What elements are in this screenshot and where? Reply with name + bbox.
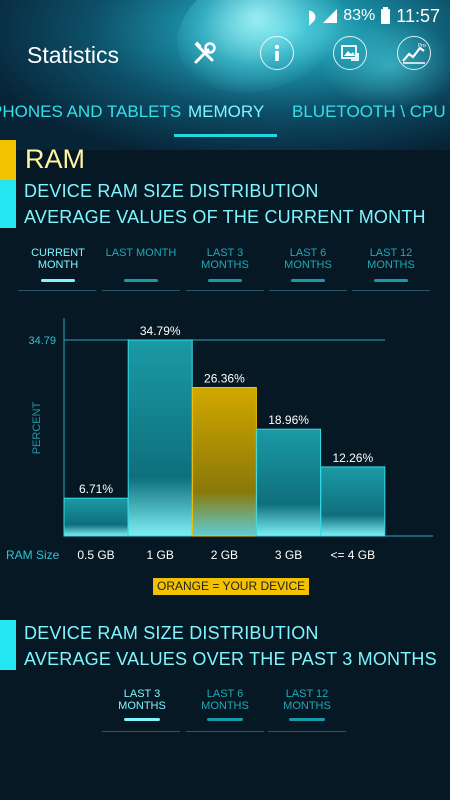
period-tab-divider xyxy=(186,731,264,732)
period-tabs-2: LAST 3 MONTHS LAST 6 MONTHS LAST 12 MONT… xyxy=(102,688,352,734)
period-tab-label: LAST 3 xyxy=(206,247,244,259)
tab-phones-and-tablets[interactable]: PHONES AND TABLETS xyxy=(0,102,182,121)
status-bar: 83% 11:57 xyxy=(301,4,440,28)
tab-bluetooth-cpu[interactable]: BLUETOOTH \ CPU \ xyxy=(292,102,450,121)
tab-active-indicator xyxy=(174,134,277,137)
ram-title: RAM xyxy=(25,144,85,174)
section2-heading-line1: DEVICE RAM SIZE DISTRIBUTION xyxy=(24,623,319,643)
period-tabs: CURRENT MONTH LAST MONTH LAST 3 MONTHS L… xyxy=(18,247,432,293)
tab-memory[interactable]: MEMORY xyxy=(188,102,265,121)
category-tabs: PHONES AND TABLETS MEMORY BLUETOOTH \ CP… xyxy=(0,96,450,140)
period-tab-indicator-active xyxy=(41,279,75,282)
chart-bar xyxy=(256,428,322,537)
period-tab-label: MONTHS xyxy=(283,700,331,712)
period-tab-label: MONTHS xyxy=(201,259,249,271)
screenshot-icon[interactable] xyxy=(333,36,367,70)
period-tab-divider xyxy=(18,290,96,291)
chart-data-label: 12.26% xyxy=(332,451,373,465)
period-tab-indicator xyxy=(207,718,243,721)
period-tab-indicator xyxy=(289,718,325,721)
chart-x-axis-title: RAM Size xyxy=(6,548,60,562)
period-tab-indicator xyxy=(374,279,408,282)
section-heading-line2: AVERAGE VALUES OF THE CURRENT MONTH xyxy=(24,207,426,227)
ram-distribution-chart: 6.71% 0.5 GB 34.79% 1 GB 26.36% 2 GB 18.96% 3 G… xyxy=(6,318,433,562)
clock: 11:57 xyxy=(396,5,440,26)
section-marker-past-3-months xyxy=(0,620,16,670)
chart-x-tick-label: 2 GB xyxy=(211,548,238,562)
period-tab-indicator xyxy=(291,279,325,282)
period-tab-indicator xyxy=(124,279,158,282)
period-tab-last-3-months[interactable]: LAST 3 MONTHS xyxy=(103,688,181,712)
chart-bar xyxy=(320,466,386,537)
signal-icon xyxy=(323,9,338,23)
chart-x-tick-label: 3 GB xyxy=(275,548,302,562)
period-tab-label: MONTHS xyxy=(201,700,249,712)
chart-bar xyxy=(63,497,129,537)
period-tab-last-3-months[interactable]: LAST 3 MONTHS xyxy=(186,247,264,271)
period-tab-label: LAST 6 xyxy=(289,247,327,259)
section-heading-line1: DEVICE RAM SIZE DISTRIBUTION xyxy=(24,181,319,201)
period-tab-last-12-months[interactable]: LAST 12 MONTHS xyxy=(352,247,430,271)
period-tab-divider xyxy=(102,731,180,732)
chart-x-tick-label: <= 4 GB xyxy=(330,548,375,562)
chart-data-label: 26.36% xyxy=(204,371,245,385)
section2-heading-line2: AVERAGE VALUES OVER THE PAST 3 MONTHS xyxy=(24,649,437,669)
tools-icon[interactable] xyxy=(188,36,222,70)
app-header: 83% 11:57 Statistics Pro PHON xyxy=(0,0,450,150)
pro-chart-icon[interactable]: Pro xyxy=(397,36,431,70)
battery-percent: 83% xyxy=(343,7,376,24)
period-tab-divider xyxy=(352,290,430,291)
period-tab-current-month[interactable]: CURRENT MONTH xyxy=(19,247,97,271)
battery-icon xyxy=(381,6,391,24)
period-tab-label: LAST 12 xyxy=(285,688,329,700)
period-tab-last-12-months[interactable]: LAST 12 MONTHS xyxy=(268,688,346,712)
period-tab-label: MONTHS xyxy=(118,700,166,712)
period-tab-last-6-months[interactable]: LAST 6 MONTHS xyxy=(186,688,264,712)
chart-y-axis-title: PERCENT xyxy=(31,401,43,454)
chart-max-tick-label: 34.79 xyxy=(28,335,56,347)
chart-bar xyxy=(127,339,193,537)
page-title: Statistics xyxy=(27,42,120,68)
period-tab-label: LAST MONTH xyxy=(105,247,177,259)
period-tab-label: LAST 12 xyxy=(369,247,413,259)
period-tab-label: MONTHS xyxy=(284,259,332,271)
period-tab-divider xyxy=(268,731,346,732)
period-tab-label: LAST 3 xyxy=(123,688,161,700)
chart-data-label: 34.79% xyxy=(140,324,181,338)
period-tab-label: MONTHS xyxy=(367,259,415,271)
period-tab-divider xyxy=(102,290,180,291)
period-tab-divider xyxy=(186,290,264,291)
ram-section-marker xyxy=(0,140,16,180)
info-icon[interactable] xyxy=(260,36,294,70)
period-tab-label: CURRENT xyxy=(31,247,85,259)
period-tab-last-month[interactable]: LAST MONTH xyxy=(102,247,180,259)
section-marker-current xyxy=(0,180,16,228)
period-tab-label: MONTH xyxy=(37,259,79,271)
your-device-legend: ORANGE = YOUR DEVICE xyxy=(153,578,310,595)
chart-data-label: 6.71% xyxy=(79,482,113,496)
chart-x-tick-label: 0.5 GB xyxy=(77,548,114,562)
period-tab-indicator xyxy=(208,279,242,282)
period-tab-label: LAST 6 xyxy=(206,688,244,700)
period-tab-last-6-months[interactable]: LAST 6 MONTHS xyxy=(269,247,347,271)
wifi-icon xyxy=(301,9,317,23)
chart-x-tick-label: 1 GB xyxy=(147,548,174,562)
period-tab-divider xyxy=(269,290,347,291)
period-tab-indicator-active xyxy=(124,718,160,721)
svg-text:Pro: Pro xyxy=(418,43,426,49)
chart-bar-your-device xyxy=(191,386,257,537)
chart-data-label: 18.96% xyxy=(268,413,309,427)
